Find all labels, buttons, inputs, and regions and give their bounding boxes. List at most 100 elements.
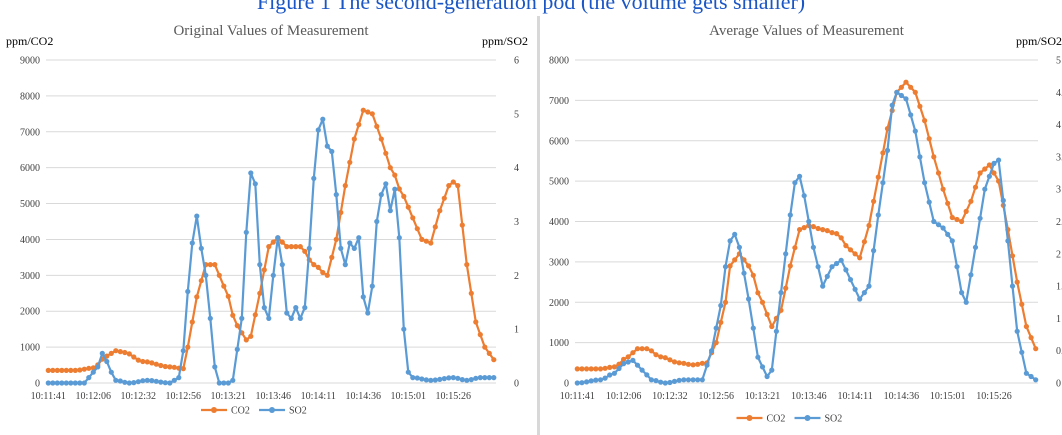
data-point bbox=[63, 367, 69, 373]
data-point bbox=[968, 198, 974, 204]
data-point bbox=[908, 84, 914, 90]
data-point bbox=[167, 364, 173, 370]
data-point bbox=[108, 369, 114, 375]
data-point bbox=[270, 272, 276, 278]
data-point bbox=[593, 377, 599, 383]
data-point bbox=[311, 262, 317, 268]
data-point bbox=[189, 240, 195, 246]
data-point bbox=[639, 367, 645, 373]
data-point bbox=[847, 247, 854, 253]
data-point bbox=[889, 102, 895, 108]
data-point bbox=[898, 84, 904, 90]
data-point bbox=[45, 367, 51, 373]
data-point bbox=[579, 380, 585, 386]
data-point bbox=[792, 245, 798, 251]
data-point bbox=[387, 208, 393, 214]
data-point bbox=[954, 264, 960, 270]
data-point bbox=[54, 367, 60, 373]
data-point bbox=[764, 311, 770, 317]
data-point bbox=[1005, 238, 1011, 244]
data-point bbox=[86, 365, 92, 371]
data-point bbox=[491, 357, 497, 363]
data-point bbox=[221, 380, 227, 386]
data-point bbox=[68, 367, 74, 373]
data-point bbox=[378, 136, 384, 142]
data-point bbox=[959, 218, 965, 225]
y2-tick-label: 5 bbox=[1056, 56, 1061, 67]
y-tick-label: 9000 bbox=[20, 56, 40, 67]
data-point bbox=[72, 367, 78, 373]
y2-tick-label: 1 bbox=[514, 325, 519, 336]
data-point bbox=[630, 350, 636, 356]
data-point bbox=[459, 377, 465, 383]
data-point bbox=[68, 380, 74, 386]
y2-tick-label: 5 bbox=[514, 109, 519, 120]
data-point bbox=[903, 79, 909, 85]
data-point bbox=[455, 375, 461, 381]
data-point bbox=[843, 267, 849, 273]
data-point bbox=[149, 378, 155, 384]
data-point bbox=[302, 248, 308, 254]
data-point bbox=[926, 199, 932, 205]
data-point bbox=[690, 377, 696, 383]
data-point bbox=[611, 364, 617, 370]
y-tick-label: 2000 bbox=[20, 307, 40, 318]
figure-caption: Figure 1 The second-generation pod (the … bbox=[256, 0, 806, 14]
data-point bbox=[963, 299, 969, 305]
data-point bbox=[662, 355, 668, 361]
x-tick-label: 10:12:06 bbox=[75, 391, 111, 402]
data-point bbox=[86, 375, 92, 381]
y-tick-label: 6000 bbox=[549, 136, 569, 147]
data-point bbox=[634, 362, 641, 368]
data-point bbox=[797, 227, 803, 233]
series-line-so2 bbox=[48, 118, 494, 385]
data-point bbox=[741, 270, 747, 276]
data-point bbox=[1023, 370, 1029, 376]
data-point bbox=[713, 340, 719, 346]
data-point bbox=[270, 239, 276, 245]
data-point bbox=[234, 323, 240, 329]
data-point bbox=[464, 377, 470, 383]
data-point bbox=[857, 255, 863, 261]
data-point bbox=[401, 193, 407, 199]
x-tick-label: 10:15:01 bbox=[930, 391, 966, 402]
data-point bbox=[732, 231, 738, 237]
y2-tick-label: 1.5 bbox=[1056, 282, 1062, 293]
data-point bbox=[1023, 323, 1029, 330]
data-point bbox=[315, 127, 321, 133]
x-tick-label: 10:12:32 bbox=[120, 391, 156, 402]
data-point bbox=[824, 273, 830, 279]
legend-marker-co2 bbox=[746, 415, 753, 421]
y2-axis-label: ppm/SO2 bbox=[1016, 34, 1062, 48]
data-point bbox=[356, 122, 362, 128]
data-point bbox=[284, 310, 290, 316]
x-tick-label: 10:14:11 bbox=[301, 391, 336, 402]
data-point bbox=[225, 380, 231, 386]
data-point bbox=[884, 147, 891, 153]
data-point bbox=[922, 118, 928, 124]
data-point bbox=[699, 360, 705, 366]
data-point bbox=[727, 238, 733, 244]
data-point bbox=[968, 272, 974, 278]
data-point bbox=[329, 254, 335, 260]
data-point bbox=[639, 346, 645, 352]
data-point bbox=[140, 358, 146, 365]
data-point bbox=[419, 376, 425, 382]
x-tick-label: 10:14:11 bbox=[838, 391, 873, 402]
data-point bbox=[198, 245, 204, 251]
data-point bbox=[931, 218, 937, 225]
data-point bbox=[194, 213, 200, 219]
data-point bbox=[852, 251, 858, 257]
data-point bbox=[482, 344, 488, 350]
data-point bbox=[787, 212, 793, 218]
chart-svg-1: Original Values of Measurement ppm/CO2 ppm… bbox=[6, 23, 528, 417]
data-point bbox=[149, 360, 155, 366]
data-point bbox=[347, 159, 353, 165]
data-point bbox=[810, 224, 816, 230]
data-point bbox=[732, 257, 738, 263]
data-point bbox=[77, 367, 83, 373]
data-point bbox=[769, 367, 775, 373]
y2-tick-label: 3 bbox=[1056, 185, 1061, 196]
data-point bbox=[144, 359, 150, 365]
data-point bbox=[926, 136, 932, 142]
